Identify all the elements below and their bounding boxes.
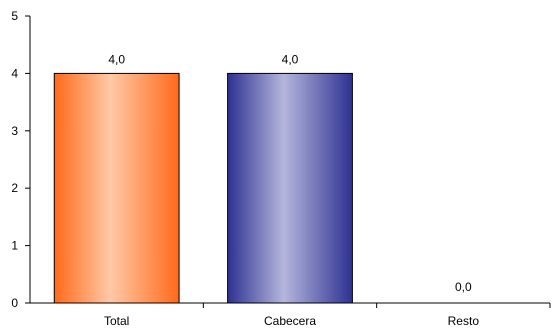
y-tick-label-0: 0 [11, 296, 18, 310]
axes-group [25, 15, 551, 308]
y-tick-label-1: 1 [11, 239, 18, 253]
data-label-total: 4,0 [108, 52, 125, 66]
y-tick-label-5: 5 [11, 9, 18, 23]
bar-cabecera [227, 72, 353, 304]
y-tick-label-2: 2 [11, 181, 18, 195]
x-tick-label-resto: Resto [448, 314, 480, 328]
bars-group [53, 72, 353, 304]
y-tick-label-3: 3 [11, 124, 18, 138]
data-label-cabecera: 4,0 [282, 52, 299, 66]
x-tick-label-cabecera: Cabecera [264, 314, 316, 328]
data-label-resto: 0,0 [455, 280, 472, 294]
bar-total [53, 72, 180, 304]
x-tick-label-total: Total [104, 314, 129, 328]
labels-group: 4,0 Total 4,0 Cabecera 0,0 Resto 0 1 2 3 4 5 [11, 9, 479, 328]
y-tick-label-4: 4 [11, 66, 18, 80]
